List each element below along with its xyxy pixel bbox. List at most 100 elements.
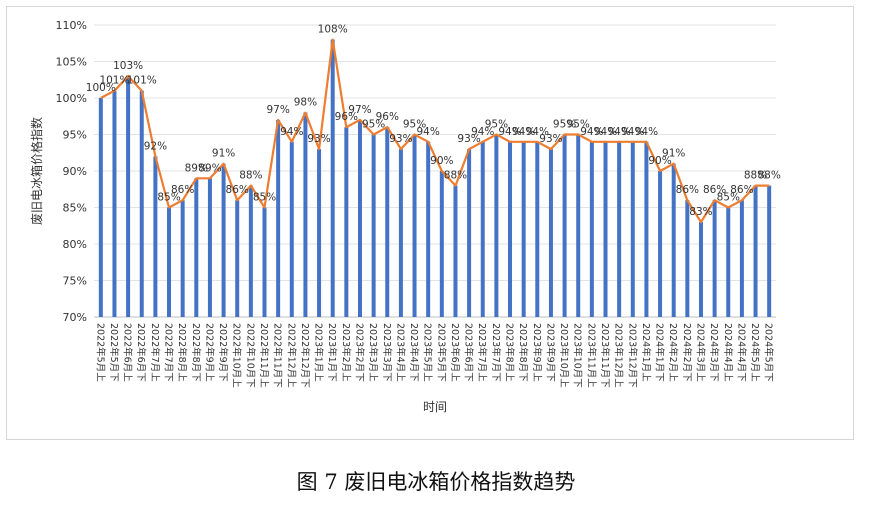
bar xyxy=(357,119,362,318)
x-tick-label: 2024年4月上 xyxy=(722,323,734,382)
y-tick-label: 70% xyxy=(63,311,87,324)
data-label: 98% xyxy=(294,97,317,109)
data-label: 86% xyxy=(226,184,249,196)
x-tick-label: 2024年2月下 xyxy=(681,323,693,382)
bar xyxy=(658,171,663,317)
x-tick-label: 2022年10月下 xyxy=(244,323,256,388)
bar xyxy=(521,141,526,317)
x-tick-label: 2023年4月下 xyxy=(408,323,420,382)
bar xyxy=(644,141,649,317)
data-label: 90% xyxy=(648,155,671,167)
x-tick-label: 2022年9月上 xyxy=(203,323,215,382)
bar xyxy=(126,76,131,317)
bar xyxy=(194,178,199,317)
x-tick-label: 2023年10月上 xyxy=(558,323,570,388)
data-label: 88% xyxy=(444,170,467,182)
bar xyxy=(167,207,172,317)
y-tick-label: 110% xyxy=(56,19,87,32)
y-tick-label: 100% xyxy=(56,92,87,105)
data-label: 94% xyxy=(498,126,521,138)
bar xyxy=(494,134,499,317)
bar xyxy=(562,134,567,317)
x-tick-label: 2022年5月下 xyxy=(108,323,120,382)
x-tick-label: 2023年8月下 xyxy=(517,323,529,382)
bar xyxy=(276,119,281,318)
data-label: 86% xyxy=(703,184,726,196)
y-axis-ticks: 70% 75% 80% 85% 90% 95% 100% 105% 110% xyxy=(56,19,87,324)
x-tick-label: 2024年3月上 xyxy=(694,323,706,382)
data-label: 97% xyxy=(348,104,371,116)
y-tick-label: 80% xyxy=(63,238,87,251)
bar xyxy=(153,156,158,317)
bar xyxy=(344,127,349,317)
y-tick-label: 85% xyxy=(63,202,87,215)
bar xyxy=(589,141,594,317)
x-tick-label: 2023年8月上 xyxy=(504,323,516,382)
bar xyxy=(330,39,335,317)
x-tick-label: 2022年8月上 xyxy=(176,323,188,382)
x-tick-label: 2024年3月下 xyxy=(708,323,720,382)
bar xyxy=(371,134,376,317)
x-tick-label: 2023年7月上 xyxy=(476,323,488,382)
bar xyxy=(726,207,731,317)
chart-frame: 70% 75% 80% 85% 90% 95% 100% 105% 110% 100% 101% 1… xyxy=(6,6,854,440)
bar xyxy=(317,149,322,317)
data-label: 108% xyxy=(318,24,348,36)
data-label: 91% xyxy=(662,148,685,160)
data-label: 92% xyxy=(144,140,167,152)
x-tick-label: 2024年5月下 xyxy=(763,323,775,382)
x-tick-label: 2023年1月上 xyxy=(313,323,325,382)
data-label: 101% xyxy=(127,75,157,87)
bar xyxy=(98,98,103,317)
x-tick-label: 2022年8月下 xyxy=(190,323,202,382)
x-tick-label: 2022年11月下 xyxy=(272,323,284,388)
x-tick-label: 2022年9月下 xyxy=(217,323,229,382)
data-label: 93% xyxy=(307,133,330,145)
bar xyxy=(576,134,581,317)
data-label: 94% xyxy=(580,126,603,138)
x-tick-label: 2023年2月上 xyxy=(340,323,352,382)
x-tick-label: 2022年12月下 xyxy=(299,323,311,388)
x-tick-label: 2022年7月上 xyxy=(149,323,161,382)
bar xyxy=(398,149,403,317)
bar xyxy=(508,141,513,317)
data-label: 97% xyxy=(266,104,289,116)
bar xyxy=(235,200,240,317)
chart-svg: 70%75%80%85%90%95%100%105%110% 100%101%1… xyxy=(29,19,781,414)
bar xyxy=(535,141,540,317)
y-axis-title: 废旧电冰箱价格指数 xyxy=(29,117,44,225)
bar xyxy=(248,185,253,317)
x-tick-label: 2023年11月下 xyxy=(599,323,611,388)
bar xyxy=(671,163,676,317)
bar xyxy=(112,90,117,317)
trend-line xyxy=(100,38,770,224)
y-tick-label: 90% xyxy=(63,165,87,178)
x-tick-label: 2024年1月上 xyxy=(640,323,652,382)
x-tick-label: 2023年9月上 xyxy=(531,323,543,382)
x-tick-label: 2023年3月下 xyxy=(381,323,393,382)
data-label: 88% xyxy=(744,170,767,182)
series-line xyxy=(100,38,770,224)
data-label: 95% xyxy=(553,119,576,131)
data-label: 94% xyxy=(471,126,494,138)
bar xyxy=(303,112,308,317)
bar xyxy=(753,185,758,317)
bar xyxy=(767,185,772,317)
x-tick-label: 2024年4月下 xyxy=(735,323,747,382)
x-tick-label: 2024年2月上 xyxy=(667,323,679,382)
data-label: 94% xyxy=(635,126,658,138)
x-axis-title: 时间 xyxy=(423,400,447,414)
data-label: 93% xyxy=(457,133,480,145)
bar xyxy=(603,141,608,317)
x-tick-label: 2023年4月上 xyxy=(394,323,406,382)
x-tick-label: 2022年11月上 xyxy=(258,323,270,388)
bar xyxy=(385,127,390,317)
bar xyxy=(426,141,431,317)
data-label: 94% xyxy=(621,126,644,138)
x-tick-label: 2023年12月下 xyxy=(626,323,638,388)
data-label: 88% xyxy=(758,170,781,182)
bar xyxy=(453,185,458,317)
x-tick-label: 2023年12月上 xyxy=(613,323,625,388)
x-tick-label: 2023年1月下 xyxy=(326,323,338,382)
data-label: 85% xyxy=(253,192,276,204)
